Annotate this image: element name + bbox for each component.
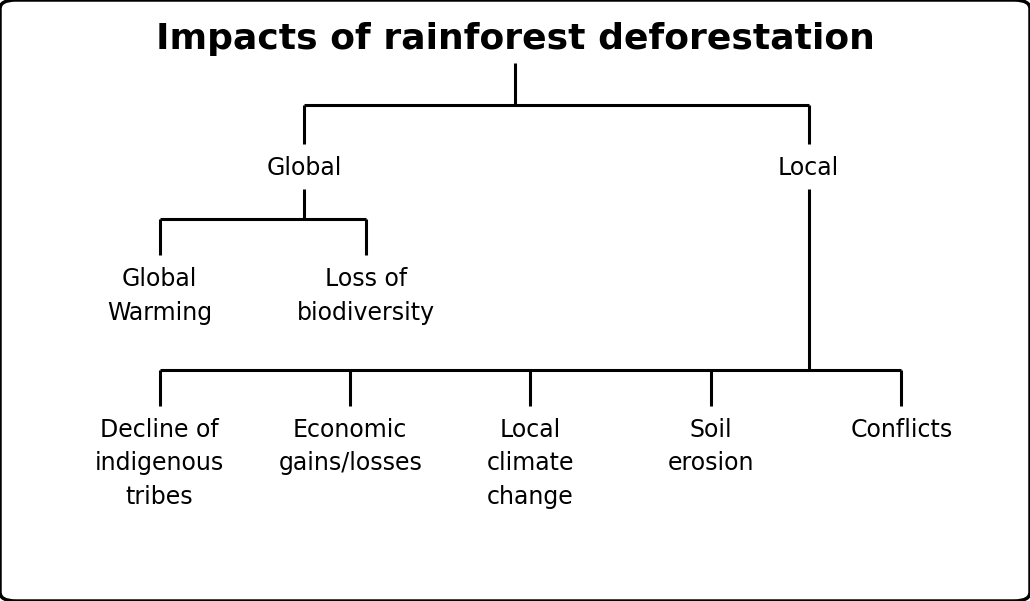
Text: Global
Warming: Global Warming — [107, 267, 212, 325]
Text: Soil
erosion: Soil erosion — [667, 418, 754, 475]
Text: Local: Local — [778, 156, 839, 180]
Text: Decline of
indigenous
tribes: Decline of indigenous tribes — [95, 418, 225, 508]
Text: Local
climate
change: Local climate change — [487, 418, 574, 508]
Text: Impacts of rainforest deforestation: Impacts of rainforest deforestation — [156, 22, 874, 56]
Text: Conflicts: Conflicts — [850, 418, 953, 442]
Text: Loss of
biodiversity: Loss of biodiversity — [297, 267, 435, 325]
Text: Economic
gains/losses: Economic gains/losses — [278, 418, 422, 475]
Text: Global: Global — [266, 156, 342, 180]
